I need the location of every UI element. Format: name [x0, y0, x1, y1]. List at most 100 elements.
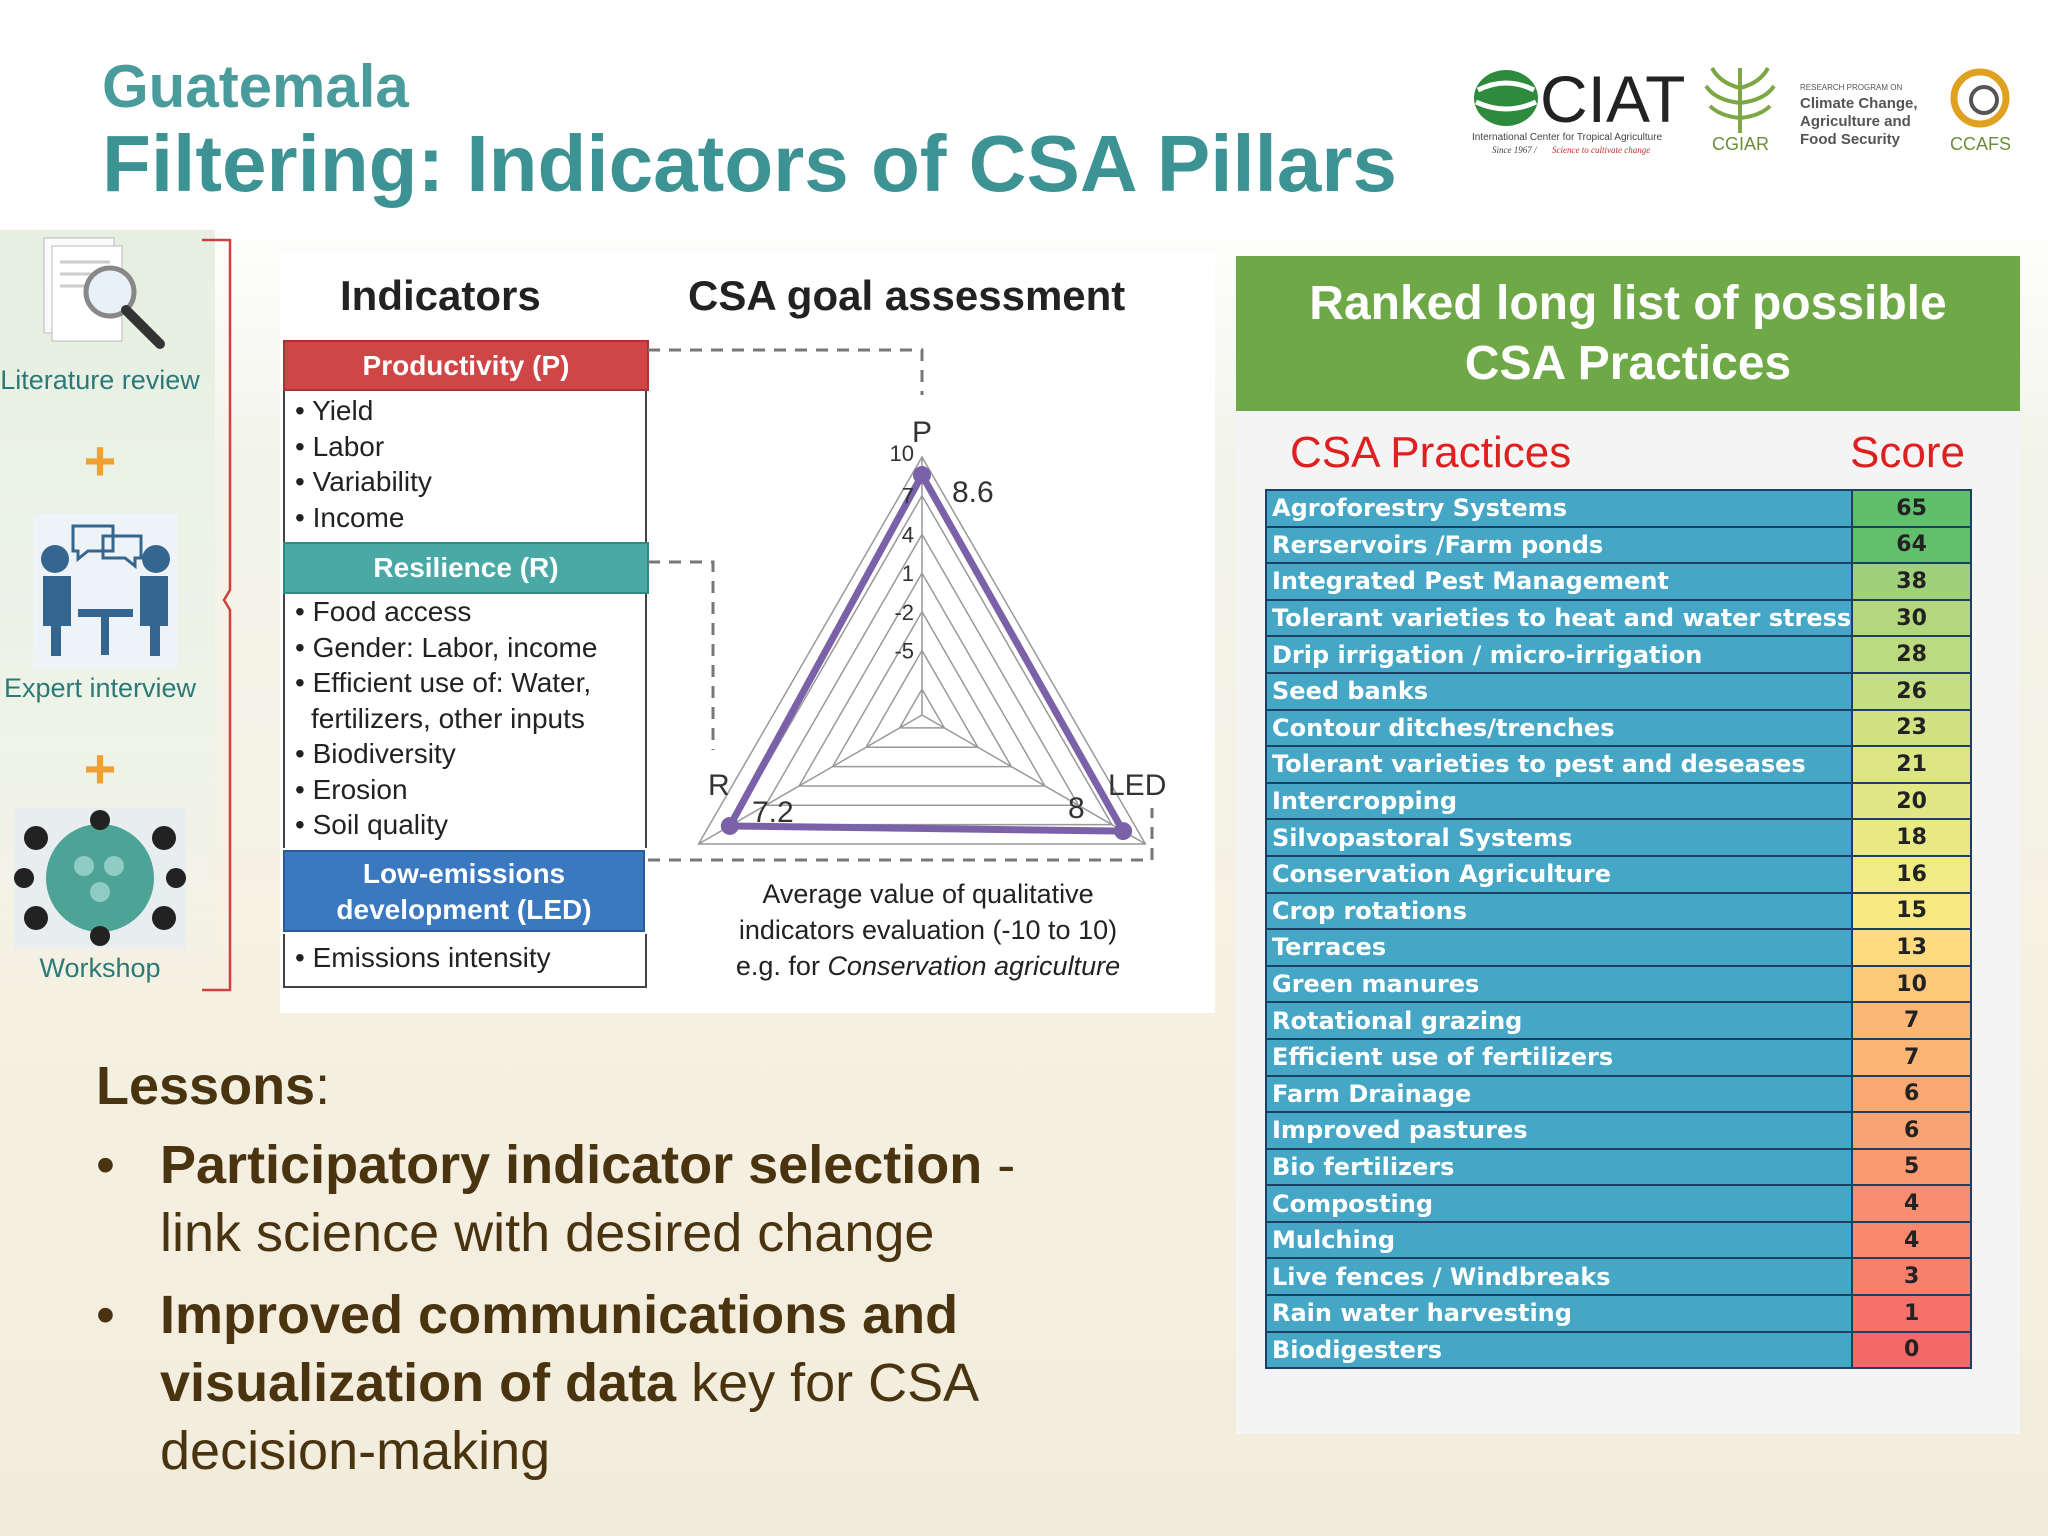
csa-goal-heading: CSA goal assessment: [688, 272, 1126, 319]
svg-text:Since 1967 /: Since 1967 /: [1492, 145, 1538, 155]
practice-row: Seed banks 26: [1264, 671, 1972, 711]
indicator-item: • Income: [295, 501, 405, 533]
practice-name: Contour ditches/trenches: [1264, 708, 1854, 748]
productivity-connector: [648, 348, 924, 395]
practice-name: Silvopastoral Systems: [1264, 818, 1854, 857]
ranked-practices-table: Agroforestry Systems 65 Rerservoirs /Farm …: [1264, 489, 1972, 1370]
radar-point-led: [1114, 822, 1133, 841]
bracket-icon: [202, 238, 232, 992]
radar-tick-label: -5: [894, 639, 914, 664]
practice-score: 6: [1851, 1074, 1972, 1114]
radar-series: [726, 471, 1127, 835]
practice-score: 23: [1851, 708, 1972, 748]
practice-row: Crop rotations 15: [1264, 891, 1972, 931]
practice-name: Tolerant varieties to heat and water str…: [1264, 598, 1854, 638]
practice-name: Crop rotations: [1264, 891, 1854, 931]
plus-sign: +: [83, 737, 117, 800]
practice-row: Composting 4: [1264, 1184, 1972, 1223]
svg-text:RESEARCH PROGRAM ON: RESEARCH PROGRAM ON: [1800, 83, 1902, 92]
productivity-box: Productivity (P): [283, 340, 649, 391]
practice-name: Tolerant varieties to pest and deseases: [1264, 745, 1854, 784]
radar-grid-ring: [730, 494, 1114, 826]
led-connector: [648, 808, 1154, 862]
practice-score: 0: [1851, 1330, 1972, 1370]
svg-text:Agriculture and: Agriculture and: [1800, 113, 1911, 130]
chart-caption: Average value of qualitative indicators …: [735, 879, 1121, 981]
practice-score: 6: [1851, 1111, 1972, 1150]
slide-title: Filtering: Indicators of CSA Pillars: [102, 119, 1397, 208]
practice-score: 4: [1851, 1184, 1972, 1223]
practice-row: Improved pastures 6: [1264, 1111, 1972, 1150]
partner-logos: CIAT International Center for Tropical A…: [1472, 62, 2010, 155]
practice-name: Bio fertilizers: [1264, 1147, 1854, 1187]
indicator-item: • Labor: [295, 430, 385, 462]
practice-row: Biodigesters 0: [1264, 1330, 1972, 1370]
ccafs-swirl-icon: [1950, 68, 2010, 128]
practice-score: 13: [1851, 928, 1972, 967]
indicator-item: • Biodiversity: [295, 738, 456, 769]
literature-review-label: Literature review: [0, 365, 200, 395]
radar-tick-label: -2: [894, 600, 914, 625]
practice-row: Contour ditches/trenches 23: [1264, 708, 1972, 748]
radar-tick-label: 7: [902, 484, 914, 509]
svg-text:Climate Change,: Climate Change,: [1800, 95, 1918, 112]
practice-row: Silvopastoral Systems 18: [1264, 818, 1972, 857]
radar-scale: 10 7 4 1 -2 -5: [890, 441, 914, 664]
practice-score: 15: [1851, 891, 1972, 931]
indicator-item: • Erosion: [295, 773, 408, 805]
ccafs-program-text: RESEARCH PROGRAM ON Climate Change, Agri…: [1800, 83, 1918, 148]
radar-tick-label: 10: [890, 441, 914, 466]
value-label-p: 8.6: [952, 476, 994, 509]
practice-row: Tolerant varieties to pest and deseases 2…: [1264, 745, 1972, 784]
indicator-item: fertilizers, other inputs: [311, 702, 585, 734]
radar-grid-ring: [898, 687, 946, 729]
practice-name: Farm Drainage: [1264, 1074, 1854, 1114]
expert-interview-icon: [33, 514, 178, 669]
practice-score: 1: [1851, 1294, 1972, 1333]
practice-row: Intercropping 20: [1264, 781, 1972, 821]
practice-row: Farm Drainage 6: [1264, 1074, 1972, 1114]
practice-name: Composting: [1264, 1184, 1854, 1223]
ciat-logo: CIAT International Center for Tropical A…: [1472, 62, 1685, 155]
practice-name: Agroforestry Systems: [1264, 489, 1854, 528]
practice-name: Conservation Agriculture: [1264, 854, 1854, 894]
practice-name: Terraces: [1264, 928, 1854, 967]
value-label-led: 8: [1068, 792, 1085, 825]
practice-score: 38: [1851, 562, 1972, 601]
practice-score: 26: [1851, 671, 1972, 711]
resilience-connector: [648, 560, 715, 750]
indicators-heading: Indicators: [340, 272, 541, 319]
svg-text:Food Security: Food Security: [1800, 131, 1901, 148]
ranked-list-header: Ranked long list of possible CSA Practic…: [1236, 256, 2020, 411]
radar-point-p: [913, 466, 931, 485]
practice-row: Rain water harvesting 1: [1264, 1294, 1972, 1333]
practice-row: Bio fertilizers 5: [1264, 1147, 1972, 1187]
indicator-item: • Efficient use of: Water,: [295, 667, 592, 698]
practice-row: Live fences / Windbreaks 3: [1264, 1257, 1972, 1297]
practice-row: Integrated Pest Management 38: [1264, 562, 1972, 601]
radar-grid-ring: [864, 649, 980, 748]
practice-row: Agroforestry Systems 65: [1264, 489, 1972, 528]
lessons-section: Lessons: • Participatory indicator selec…: [96, 1055, 1096, 1485]
practice-name: Rotational grazing: [1264, 1001, 1854, 1040]
practice-score: 65: [1851, 489, 1972, 528]
wheat-icon: [1704, 66, 1776, 133]
plus-sign: +: [83, 429, 117, 492]
led-box: Low-emissions development (LED): [283, 850, 645, 932]
indicator-item: • Yield: [295, 395, 374, 426]
practice-score: 10: [1851, 964, 1972, 1004]
practice-row: Green manures 10: [1264, 964, 1972, 1004]
literature-review-icon: [43, 237, 165, 349]
practice-name: Efficient use of fertilizers: [1264, 1037, 1854, 1077]
globe-icon: [1474, 70, 1538, 126]
practice-row: Tolerant varieties to heat and water str…: [1264, 598, 1972, 638]
practice-score: 20: [1851, 781, 1972, 821]
axis-label-led: LED: [1108, 769, 1166, 802]
lesson-item: • Improved communications and visualizat…: [96, 1285, 980, 1481]
lessons-heading: Lessons: [96, 1056, 316, 1116]
axis-label-r: R: [708, 769, 730, 802]
expert-interview-label: Expert interview: [3, 673, 197, 703]
workshop-label: Workshop: [39, 953, 161, 983]
practice-name: Rain water harvesting: [1264, 1294, 1854, 1333]
